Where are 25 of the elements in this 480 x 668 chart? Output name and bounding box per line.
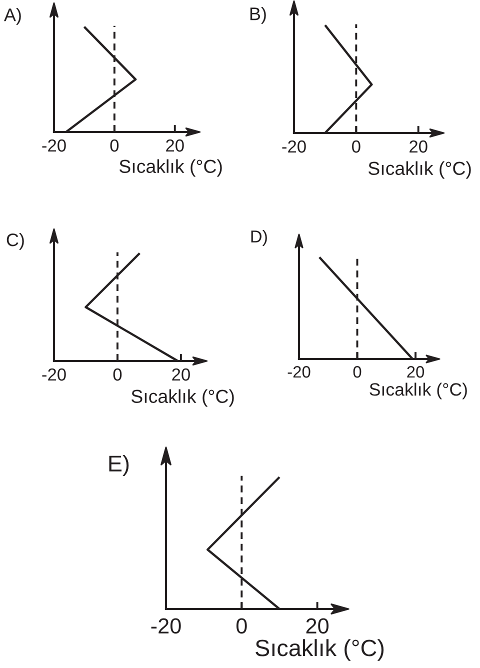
- x-tick-label: 20: [407, 366, 424, 378]
- x-tick-label: 0: [352, 140, 360, 153]
- x-tick-label: -20: [151, 618, 181, 634]
- x-tick-label: 0: [236, 618, 247, 634]
- chart-title: E): [109, 455, 129, 476]
- x-tick-label: -20: [42, 368, 66, 381]
- x-axis-title: Sıcaklık (°C): [256, 639, 384, 661]
- chart-title: C): [6, 233, 24, 250]
- x-tick-label: 20: [306, 618, 329, 634]
- chart-title: B): [250, 7, 266, 24]
- x-tick-label: 20: [172, 368, 190, 381]
- x-tick-label: -20: [42, 139, 66, 152]
- x-tick-label: -20: [282, 140, 306, 153]
- x-tick-label: 0: [110, 139, 119, 152]
- chart-title: D): [251, 230, 267, 246]
- x-tick-label: 20: [166, 139, 184, 152]
- x-tick-label: -20: [288, 366, 310, 378]
- x-axis-title: Sıcaklık (°C): [370, 382, 467, 400]
- x-axis-title: Sıcaklık (°C): [368, 161, 471, 179]
- x-axis-title: Sıcaklık (°C): [131, 389, 234, 407]
- x-tick-label: 0: [353, 366, 362, 378]
- x-tick-label: 20: [410, 140, 428, 153]
- chart-title: A): [4, 8, 21, 25]
- x-axis-title: Sıcaklık (°C): [119, 159, 222, 177]
- x-tick-label: 0: [113, 368, 122, 381]
